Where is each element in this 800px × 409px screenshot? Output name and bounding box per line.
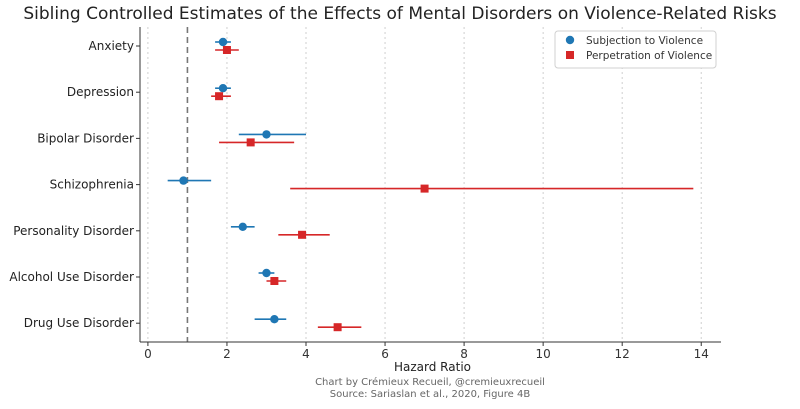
data-point (270, 315, 279, 324)
data-point (238, 222, 247, 231)
data-point (222, 46, 231, 54)
data-point (215, 92, 224, 101)
y-tick-label: Schizophrenia (50, 178, 134, 192)
y-tick-label: Depression (67, 85, 134, 99)
y-tick-label: Personality Disorder (13, 224, 134, 238)
data-point (262, 268, 271, 278)
x-tick-label: 6 (381, 347, 389, 361)
data-point (270, 277, 279, 285)
x-tick-label: 4 (302, 347, 310, 361)
x-tick-label: 2 (223, 347, 231, 361)
x-tick-label: 14 (694, 347, 709, 361)
y-tick-label: Alcohol Use Disorder (9, 270, 134, 284)
chart-title: Sibling Controlled Estimates of the Effe… (23, 4, 777, 24)
legend-box (554, 30, 717, 69)
data-point (218, 84, 228, 93)
x-axis-label: Hazard Ratio (394, 360, 471, 374)
data-point (420, 184, 429, 193)
y-tick-label: Anxiety (89, 39, 134, 53)
y-tick-label: Bipolar Disorder (37, 131, 134, 145)
y-tick-label: Drug Use Disorder (24, 316, 134, 330)
x-tick-label: 8 (460, 347, 468, 361)
legend-marker (565, 35, 575, 45)
data-point (246, 138, 255, 147)
x-tick-label: 0 (144, 347, 152, 361)
data-point (333, 323, 342, 332)
legend-label: Subjection to Violence (586, 35, 703, 47)
data-point (298, 230, 307, 239)
legend-label: Perpetration of Violence (586, 50, 712, 62)
data-point (179, 176, 188, 185)
legend-marker (566, 51, 574, 59)
chart-credit: Chart by Crémieux Recueil, @cremieuxrecu… (315, 377, 545, 388)
chart-source: Source: Sariaslan et al., 2020, Figure 4… (329, 389, 531, 400)
x-tick-label: 10 (536, 347, 551, 361)
x-tick-label: 12 (615, 347, 630, 361)
data-point (262, 130, 271, 139)
data-point (218, 37, 228, 47)
